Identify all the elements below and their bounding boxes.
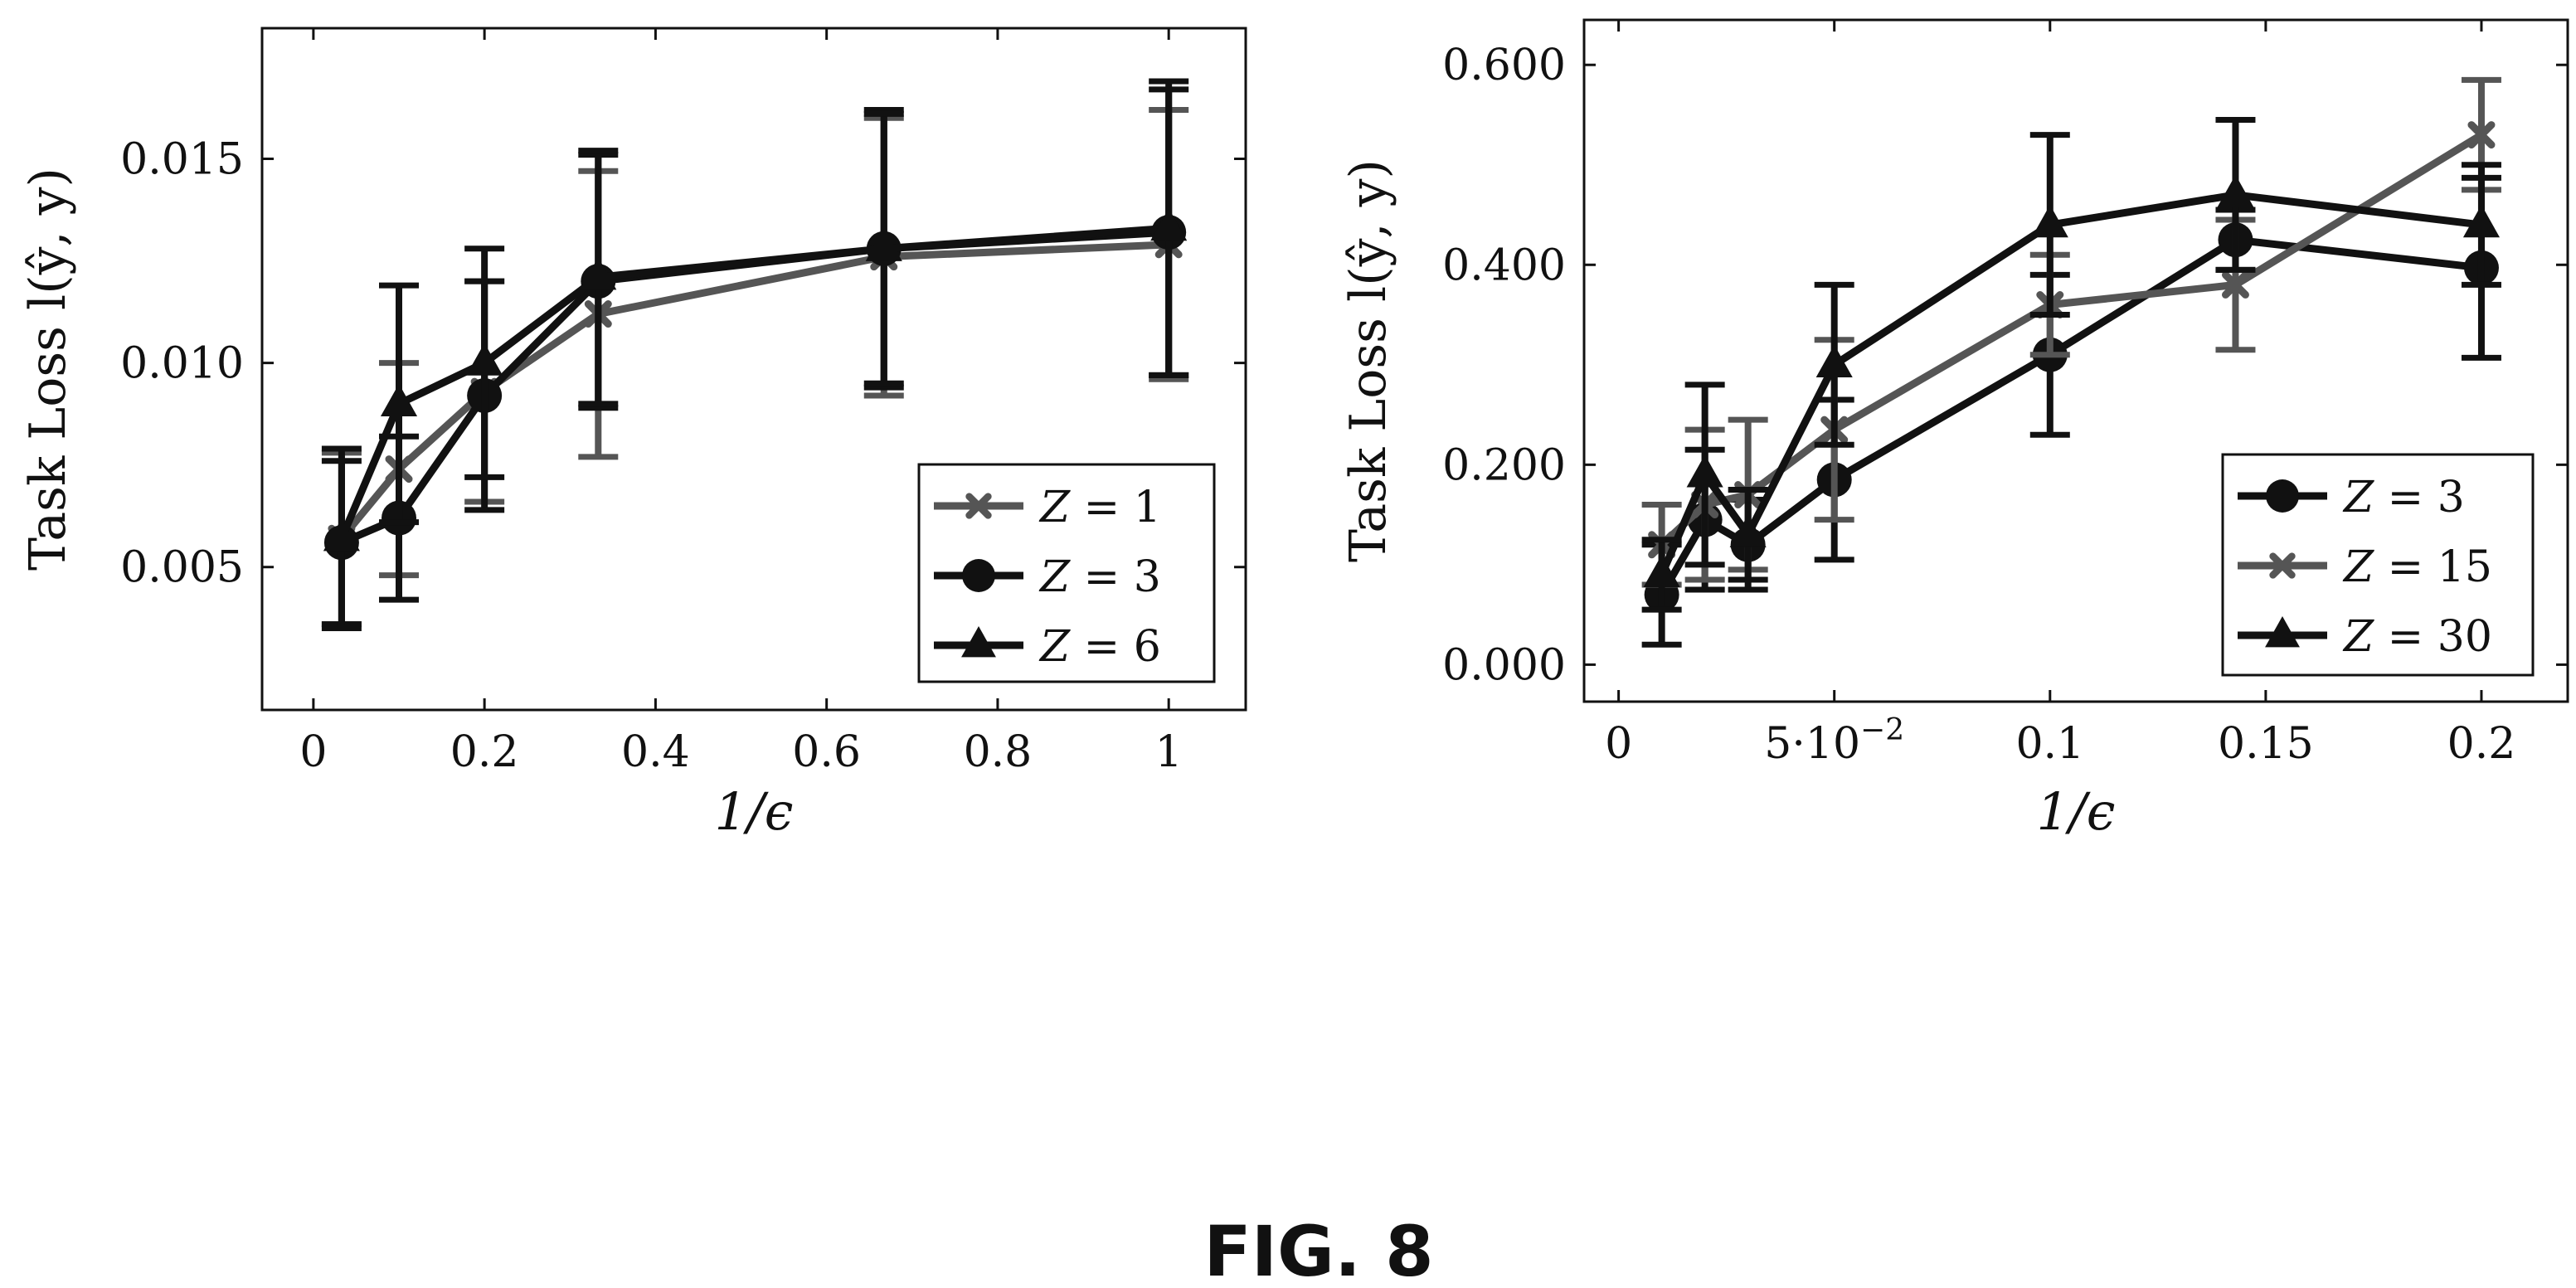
triangle-marker <box>961 626 996 658</box>
series <box>321 78 1189 632</box>
x-axis-label: 1/ϵ <box>2036 781 2115 842</box>
triangle-marker <box>1815 344 1853 377</box>
x-tick-label: 0.1 <box>2015 719 2084 769</box>
y-axis-label: Task Loss l(ŷ, y) <box>19 168 77 571</box>
plot-frame <box>1582 18 2569 703</box>
x-tick-label: 0.15 <box>2218 719 2314 769</box>
x-tick-label: 0.6 <box>792 727 861 777</box>
legend-entry: Z = 6 <box>934 622 1161 672</box>
triangle-marker <box>865 228 902 261</box>
chart-left: 0 0.2 0.4 0.6 0.8 1 0.005 0.010 0.015 Z = 1 Z = 3… <box>19 27 1247 842</box>
figure-label: FIG. 8 <box>1203 1211 1433 1288</box>
circle-marker <box>2266 479 2299 513</box>
series-layer <box>321 78 1189 632</box>
triangle-marker <box>323 518 360 552</box>
triangle-marker <box>1729 514 1767 547</box>
legend-entry: Z = 1 <box>934 483 1161 532</box>
chart-right: 0 5·10−2 0.1 0.15 0.2 0.000 0.200 0.400 0.600 Z … <box>1339 18 2569 842</box>
cross-marker <box>2221 270 2249 299</box>
triangle-marker <box>2462 204 2501 238</box>
legend-entry: Z = 15 <box>2238 542 2492 592</box>
series-line <box>338 224 1169 541</box>
series <box>1641 117 2501 613</box>
cross-marker <box>965 493 992 519</box>
y-tick-label: 0.015 <box>120 135 244 185</box>
x-axis-label: 1/ϵ <box>714 781 793 842</box>
triangle-marker <box>2265 616 2300 648</box>
y-axis-label: Task Loss l(ŷ, y) <box>1339 159 1397 562</box>
y-tick-label: 0.010 <box>120 339 244 389</box>
cross-marker <box>2269 552 2296 579</box>
legend-label: Z = 3 <box>1038 552 1161 602</box>
plot-frame <box>260 27 1247 712</box>
x-tick-label: 0 <box>1605 719 1632 769</box>
triangle-marker <box>580 257 617 290</box>
legend-entry: Z = 3 <box>2238 473 2465 522</box>
triangle-marker <box>466 343 503 376</box>
x-tick-label: 0.8 <box>964 727 1033 777</box>
y-tick-label: 0.005 <box>120 543 244 593</box>
axes: 0 0.2 0.4 0.6 0.8 1 0.005 0.010 0.015 <box>120 28 1246 777</box>
y-tick-label: 0.000 <box>1442 640 1566 690</box>
triangle-marker <box>380 383 418 416</box>
legend-entry: Z = 3 <box>934 552 1161 602</box>
series-layer <box>1641 76 2501 648</box>
legend: Z = 3 Z = 15 Z = 30 <box>2221 453 2535 677</box>
y-tick-label: 0.600 <box>1442 41 1566 90</box>
legend-label: Z = 30 <box>2342 612 2492 662</box>
axes: 0 5·10−2 0.1 0.15 0.2 0.000 0.200 0.400 0.600 <box>1442 20 2568 769</box>
x-tick-label: 0.2 <box>2447 719 2516 769</box>
x-tick-label: 0.4 <box>621 727 690 777</box>
triangle-marker <box>2217 174 2254 208</box>
legend-entry: Z = 30 <box>2238 612 2492 662</box>
triangle-marker <box>1686 454 1723 488</box>
y-tick-label: 0.400 <box>1442 241 1566 290</box>
legend-label: Z = 6 <box>1038 622 1161 672</box>
x-tick-label: 1 <box>1155 727 1183 777</box>
triangle-marker <box>2031 204 2068 238</box>
legend-label: Z = 15 <box>2342 542 2492 592</box>
cross-marker <box>2467 121 2496 149</box>
x-tick-label: 0.2 <box>450 727 519 777</box>
legend-label: Z = 3 <box>2342 473 2465 522</box>
legend: Z = 1 Z = 3 Z = 6 <box>917 463 1216 683</box>
x-tick-label: 0 <box>299 727 327 777</box>
circle-marker <box>962 559 995 592</box>
x-tick-label: 5·10−2 <box>1764 713 1904 769</box>
legend-label: Z = 1 <box>1038 483 1161 532</box>
triangle-marker <box>1643 554 1680 588</box>
triangle-marker <box>1150 208 1188 241</box>
y-tick-label: 0.200 <box>1442 440 1566 490</box>
